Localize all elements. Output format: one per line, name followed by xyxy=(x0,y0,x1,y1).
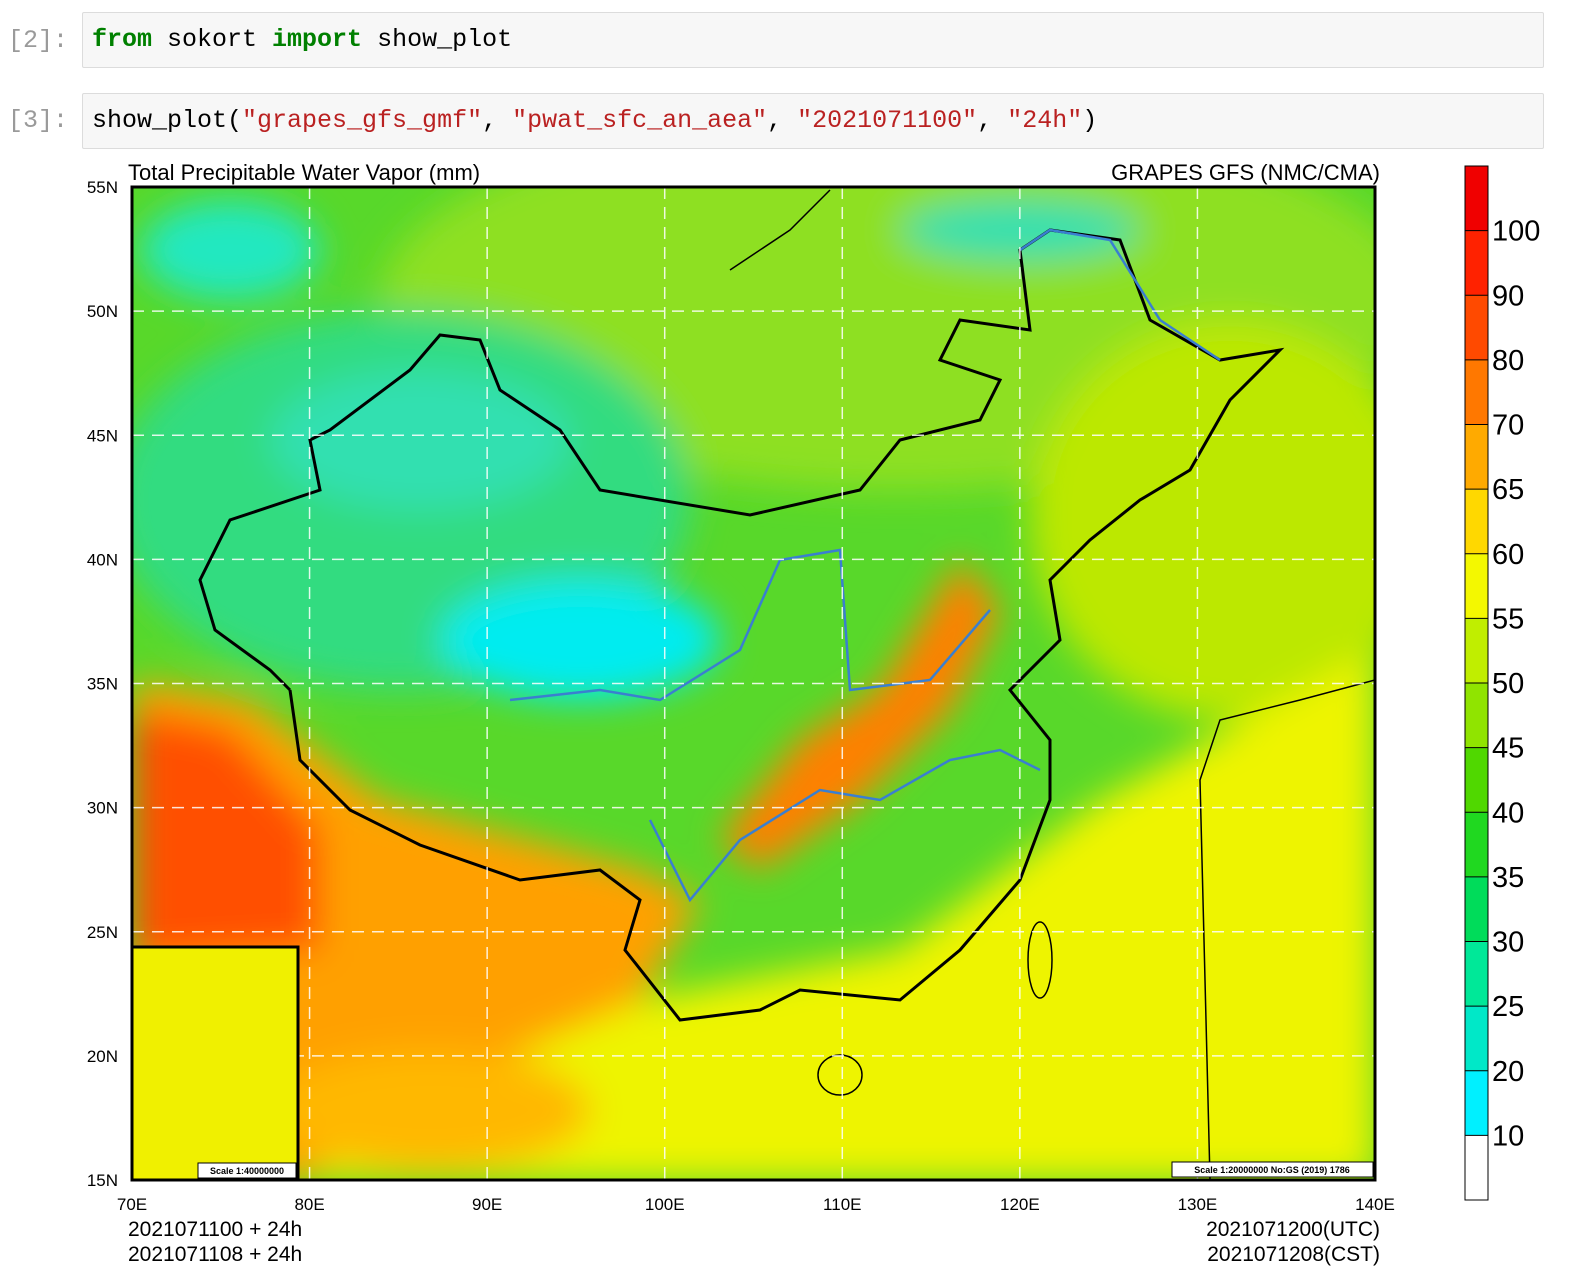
colorbar-label: 90 xyxy=(1492,280,1524,312)
init-time: 2021071108 + 24h xyxy=(128,1243,302,1266)
code-token: "2021071100" xyxy=(797,106,978,135)
lon-label: 100E xyxy=(645,1195,685,1214)
lon-label: 130E xyxy=(1178,1195,1218,1214)
scale-note-box xyxy=(1171,1161,1374,1178)
code-token: , xyxy=(482,106,513,135)
colorbar-segment xyxy=(1465,295,1488,360)
colorbar-label: 80 xyxy=(1492,345,1524,377)
colorbar-segment xyxy=(1465,683,1488,748)
lon-label: 80E xyxy=(294,1195,324,1214)
colorbar-segment xyxy=(1465,1135,1488,1200)
colorbar-segment xyxy=(1465,166,1488,231)
colorbar-segment xyxy=(1465,424,1488,490)
code-token: , xyxy=(767,106,798,135)
lat-label: 15N xyxy=(87,1171,118,1190)
colorbar-label: 100 xyxy=(1492,216,1540,248)
lon-label: 90E xyxy=(472,1195,502,1214)
cell-prompt: [2]: xyxy=(8,26,69,55)
colorbar-label: 60 xyxy=(1492,539,1524,571)
colorbar-segment xyxy=(1465,747,1488,813)
colorbar-segment xyxy=(1465,359,1488,425)
colorbar-label: 50 xyxy=(1492,668,1524,700)
code-token: show_plot xyxy=(362,25,513,54)
inset-scale: Scale 1:40000000 xyxy=(210,1166,284,1176)
colorbar-segment xyxy=(1465,876,1488,942)
colorbar-label: 20 xyxy=(1492,1056,1524,1088)
map-frame xyxy=(130,185,1377,1182)
init-time: 2021071100 + 24h xyxy=(128,1218,302,1241)
figure-source: GRAPES GFS (NMC/CMA) xyxy=(1111,160,1380,185)
colorbar-segment xyxy=(1465,1070,1488,1136)
lat-label: 20N xyxy=(87,1047,118,1066)
lon-label: 120E xyxy=(1000,1195,1040,1214)
colorbar-segment xyxy=(1465,618,1488,683)
code-token: "grapes_gfs_gmf" xyxy=(242,106,483,135)
valid-time: 2021071208(CST) xyxy=(1207,1243,1380,1266)
code-cell[interactable]: from sokort import show_plot xyxy=(82,12,1544,68)
lon-label: 110E xyxy=(823,1195,861,1214)
code-token: ) xyxy=(1082,106,1098,135)
lon-label: 140E xyxy=(1355,1195,1395,1214)
figure-title: Total Precipitable Water Vapor (mm) xyxy=(128,160,480,185)
lat-label: 50N xyxy=(87,302,118,321)
colorbar-label: 25 xyxy=(1492,991,1524,1023)
lat-label: 40N xyxy=(87,550,118,569)
scale-note: Scale 1:20000000 No:GS (2019) 1786 xyxy=(1194,1165,1350,1175)
lat-label: 25N xyxy=(87,923,118,942)
colorbar-frame xyxy=(1464,165,1489,1201)
colorbar-segment xyxy=(1465,941,1488,1007)
colorbar-label: 35 xyxy=(1492,862,1524,894)
code-token: , xyxy=(977,106,1008,135)
lat-label: 35N xyxy=(87,675,118,694)
colorbar-label: 45 xyxy=(1492,733,1524,765)
colorbar-segment xyxy=(1465,489,1488,554)
colorbar-segment xyxy=(1465,1006,1488,1071)
colorbar-segment xyxy=(1465,553,1488,619)
code-cell[interactable]: show_plot("grapes_gfs_gmf", "pwat_sfc_an… xyxy=(82,93,1544,149)
colorbar-label: 65 xyxy=(1492,474,1524,506)
cell-prompt: [3]: xyxy=(8,106,69,135)
lat-label: 45N xyxy=(87,426,118,445)
code-token: import xyxy=(272,25,363,54)
lat-label: 55N xyxy=(87,178,118,197)
code-token: show_plot( xyxy=(92,106,243,135)
colorbar-label: 40 xyxy=(1492,797,1524,829)
code-token: sokort xyxy=(152,25,273,54)
code-token: from xyxy=(92,25,153,54)
lon-label: 70E xyxy=(117,1195,147,1214)
colorbar-segment xyxy=(1465,230,1488,296)
code-token: "pwat_sfc_an_aea" xyxy=(512,106,768,135)
inset-map xyxy=(130,945,300,1182)
code: from sokort import show_plot xyxy=(92,25,512,54)
code: show_plot("grapes_gfs_gmf", "pwat_sfc_an… xyxy=(92,106,1097,135)
colorbar-label: 70 xyxy=(1492,410,1524,442)
inset-scale-box xyxy=(197,1162,297,1179)
colorbar-label: 55 xyxy=(1492,603,1524,635)
lat-label: 30N xyxy=(87,799,118,818)
valid-time: 2021071200(UTC) xyxy=(1206,1218,1380,1241)
code-token: "24h" xyxy=(1007,106,1083,135)
map-field xyxy=(132,187,1375,1180)
colorbar-label: 30 xyxy=(1492,927,1524,959)
colorbar-segment xyxy=(1465,812,1488,877)
colorbar-label: 10 xyxy=(1492,1120,1524,1152)
